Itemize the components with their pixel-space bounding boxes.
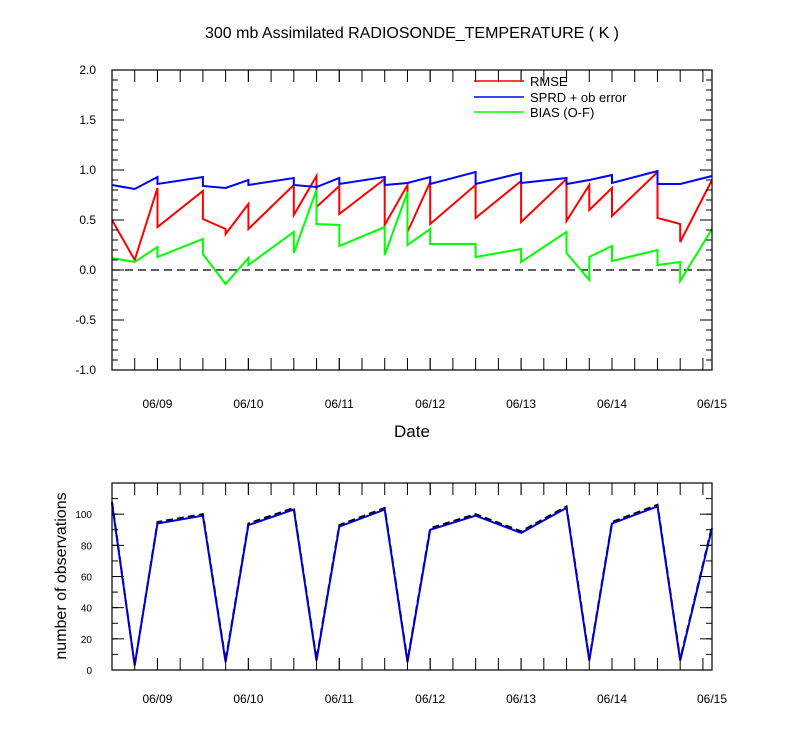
y-tick-label: 40 xyxy=(81,604,93,615)
x-tick-label: 06/13 xyxy=(506,692,536,706)
x-tick-labels: 06/09 06/10 06/11 06/12 06/13 06/14 06/15 xyxy=(142,397,727,411)
y-tick-label: -0.5 xyxy=(75,313,96,327)
y-tick-label: 1.5 xyxy=(79,113,96,127)
y-tick-label: 0.5 xyxy=(79,213,96,227)
y-tick-label: 100 xyxy=(75,510,92,521)
x-tick-label: 06/14 xyxy=(597,692,627,706)
y-tick-label: 80 xyxy=(81,541,93,552)
x-tick-label: 06/09 xyxy=(142,397,172,411)
y-tick-label: 1.0 xyxy=(79,163,96,177)
x-axis-label: Date xyxy=(394,422,430,441)
tick-marks xyxy=(112,69,713,371)
y-tick-label: 0.0 xyxy=(79,263,96,277)
y-tick-label: 20 xyxy=(81,635,93,646)
y-tick-label: 2.0 xyxy=(79,63,96,77)
x-tick-label: 06/13 xyxy=(506,397,536,411)
x-tick-label: 06/15 xyxy=(697,397,727,411)
legend-label-rmse: RMSE xyxy=(530,74,568,89)
chart-title: 300 mb Assimilated RADIOSONDE_TEMPERATUR… xyxy=(205,25,619,42)
x-tick-label: 06/12 xyxy=(415,692,445,706)
y-tick-label: 60 xyxy=(81,573,93,584)
legend-label-bias: BIAS (O-F) xyxy=(530,105,594,120)
series-line-bias-o-f xyxy=(111,189,713,286)
series-group xyxy=(111,169,713,286)
x-tick-label: 06/14 xyxy=(597,397,627,411)
x-tick-labels: 06/09 06/10 06/11 06/12 06/13 06/14 06/15 xyxy=(142,692,727,706)
x-tick-label: 06/11 xyxy=(325,397,354,411)
plot-frame xyxy=(111,482,713,671)
legend-label-sprd: SPRD + ob error xyxy=(530,90,627,105)
series-group xyxy=(111,501,713,666)
x-tick-label: 06/10 xyxy=(233,397,263,411)
y-tick-labels: 100 80 60 40 20 0 xyxy=(75,510,92,677)
legend: RMSE SPRD + ob error BIAS (O-F) xyxy=(474,74,627,120)
y-tick-label: 0 xyxy=(86,666,92,677)
series-line-rmse xyxy=(111,169,713,263)
y-axis-label: number of observations xyxy=(53,492,70,659)
x-tick-label: 06/10 xyxy=(233,692,263,706)
series-line-observations-assimilated xyxy=(111,503,713,666)
x-tick-label: 06/12 xyxy=(415,397,445,411)
y-tick-label: -1.0 xyxy=(75,363,96,377)
x-tick-label: 06/11 xyxy=(325,692,354,706)
series-line-sprd-ob-error xyxy=(111,169,713,191)
y-tick-labels: 2.0 1.5 1.0 0.5 0.0 -0.5 -1.0 xyxy=(75,63,96,377)
tick-marks xyxy=(112,482,713,671)
x-tick-label: 06/09 xyxy=(142,692,172,706)
x-tick-label: 06/15 xyxy=(697,692,727,706)
rmse-sprd-bias-chart: 300 mb Assimilated RADIOSONDE_TEMPERATUR… xyxy=(75,25,727,441)
